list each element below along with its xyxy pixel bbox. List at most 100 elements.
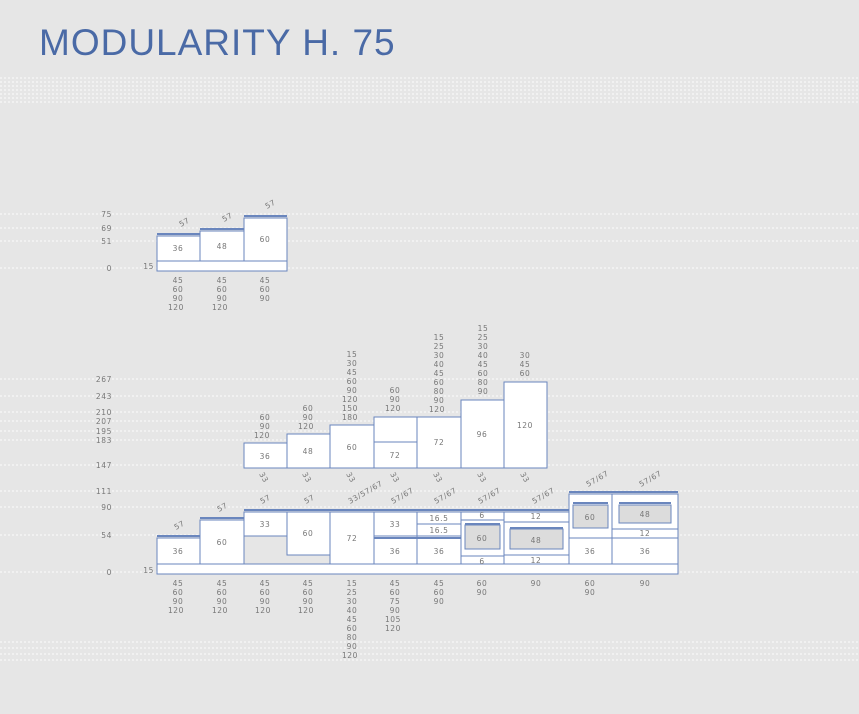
drawer-panel [464,524,501,550]
module-inner-label: 60 [585,513,596,522]
width-label: 60 [347,377,358,386]
module-inner-label: 96 [477,430,488,439]
width-label: 40 [434,360,445,369]
depth-label: 60 [585,579,596,588]
module-inner-label: 72 [434,438,445,447]
width-label: 120 [342,395,358,404]
depth-label: 120 [212,606,228,615]
depth-label: 75 [390,597,401,606]
upper-module: 48 33 60 90 120 [286,404,331,484]
width-label: 40 [478,351,489,360]
module-top-label: 57 [264,198,278,211]
width-label: 15 [434,333,445,342]
upper-module: 60 33 15 30 45 60 90 120 150 180 [329,350,375,484]
depth-label: 80 [347,633,358,642]
depth-label: 45 [173,579,184,588]
scale-label: 210 [96,408,112,417]
module-inner-label: 16.5 [429,514,448,523]
lower-module: 57 33 [243,493,288,537]
scale-label: 54 [101,531,112,540]
page-title: MODULARITY H. 75 [39,22,396,63]
depth-label: 90 [477,588,488,597]
upper-module: 72 33 60 90 120 [373,386,418,485]
lower-module: 57/67 33 36 [373,486,418,565]
lower-module: 57/67 12 48 12 [503,486,570,565]
scale-label: 267 [96,375,112,384]
scale-label: 207 [96,417,112,426]
width-label: 15 [478,324,489,333]
depth-label: 120 [385,624,401,633]
scale-label: 183 [96,436,112,445]
module-inner-label: 60 [260,235,271,244]
width-label: 30 [520,351,531,360]
lower-module: 57/67 60 36 [568,469,613,565]
depth-label: 45 [347,615,358,624]
module-base-label: 33 [431,471,444,485]
module-base-label: 33 [518,471,531,485]
width-label: 90 [303,413,314,422]
drawer-panel [572,504,609,529]
lower-module: 57 36 [156,519,201,565]
depth-label: 120 [298,606,314,615]
module-inner-label: 60 [347,443,358,452]
depth-label: 40 [347,606,358,615]
scale-label: 75 [101,210,112,219]
bottom-scale: 267 243 210 207 195 183 147 111 90 54 0 [96,375,112,577]
depth-label: 45 [434,579,445,588]
width-label: 80 [434,387,445,396]
module-inner-label: 60 [477,534,488,543]
width-label: 25 [478,333,489,342]
module-inner-label: 48 [640,510,651,519]
width-label: 45 [347,368,358,377]
bottom-group: 267 243 210 207 195 183 147 111 90 54 0 … [96,324,679,660]
width-label: 60 [434,378,445,387]
module-top-label: 57/67 [390,486,416,506]
module-inner-label: 16.5 [429,526,448,535]
depth-label: 120 [255,606,271,615]
module-base-label: 33 [388,471,401,485]
depth-label: 60 [434,588,445,597]
depth-label: 120 [342,651,358,660]
scale-label: 0 [107,264,112,273]
module-inner-label: 60 [217,538,228,547]
depth-label: 60 [303,588,314,597]
module-inner-label: 33 [260,520,271,529]
depth-label: 90 [347,642,358,651]
module-top-label: 57/67 [477,486,503,506]
width-label: 60 [520,369,531,378]
depth-label: 120 [168,303,184,312]
module-inner-label: 12 [531,512,542,521]
scale-label: 69 [101,224,112,233]
scale-label: 51 [101,237,112,246]
module-inner-label: 72 [390,451,401,460]
module-top-label: 57 [221,211,235,224]
plinth-label: 15 [143,566,154,575]
width-label: 90 [478,387,489,396]
module-top-label: 57/67 [433,486,459,506]
depth-label: 90 [390,606,401,615]
upper-module: 120 33 30 45 60 [503,351,548,485]
depth-label: 60 [217,588,228,597]
lower-module: 57 60 [286,493,331,556]
depth-label: 90 [434,597,445,606]
depth-label: 45 [390,579,401,588]
depth-label: 90 [640,579,651,588]
upper-module: 36 33 60 90 120 [243,413,288,485]
width-label: 30 [478,342,489,351]
module-inner-label: 36 [434,547,445,556]
module-inner-label: 72 [347,534,358,543]
module-base-label: 33 [475,471,488,485]
module-top-label: 57 [303,493,317,506]
lower-module: 57/67 6 60 6 [460,486,505,566]
width-label: 90 [434,396,445,405]
module-inner-label: 60 [303,529,314,538]
module-base-label: 33 [257,471,270,485]
depth-label: 45 [217,276,228,285]
width-label: 90 [260,422,271,431]
scale-label: 111 [96,487,112,496]
top-module: 57 60 [243,198,288,262]
depth-label: 60 [173,285,184,294]
width-label: 150 [342,404,358,413]
depth-label: 90 [217,294,228,303]
module-top-label: 57 [178,216,192,229]
